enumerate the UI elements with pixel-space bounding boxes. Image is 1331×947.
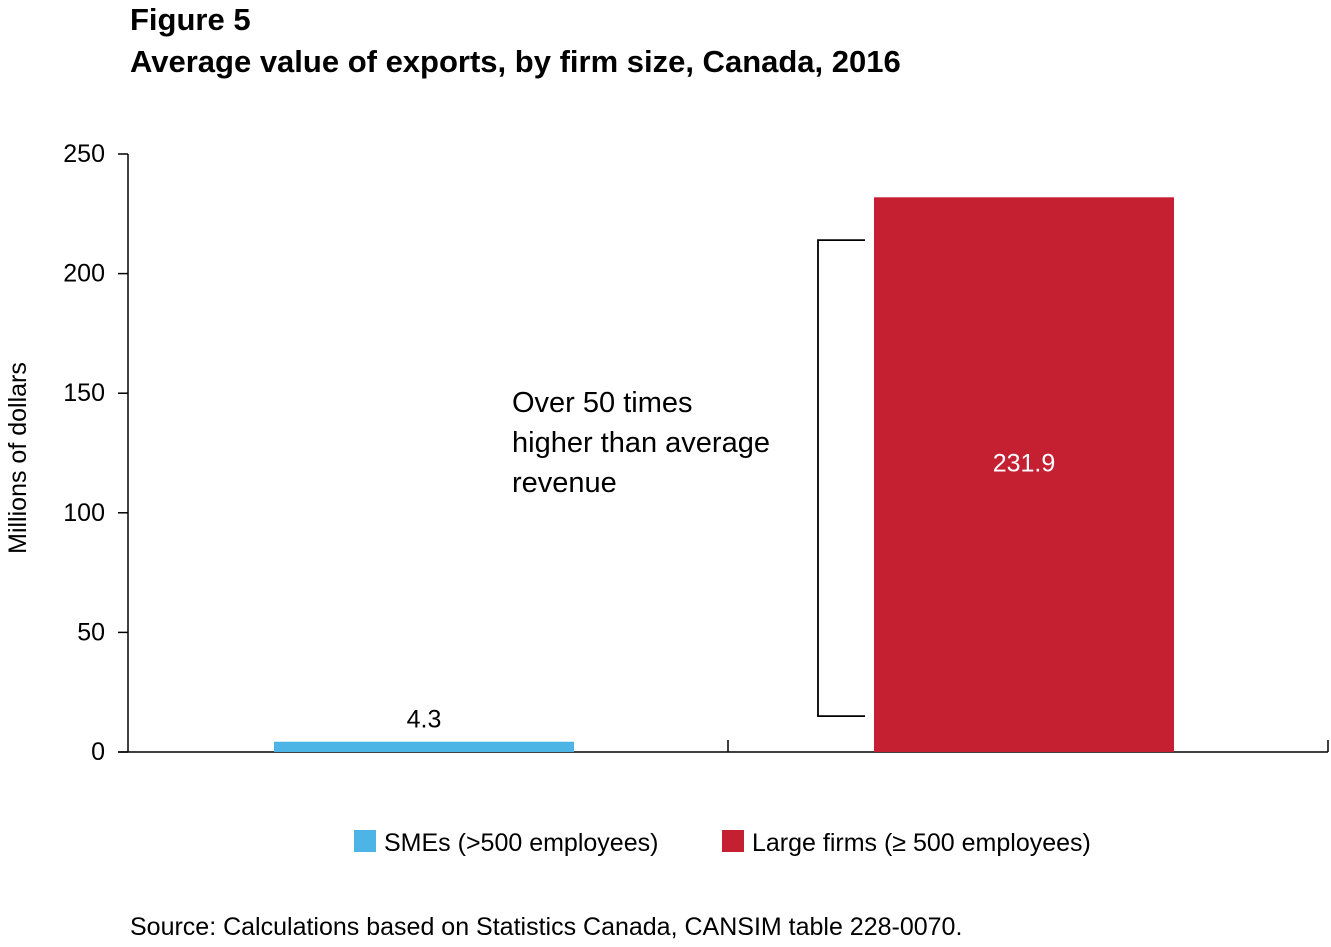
y-tick-label: 50	[77, 618, 105, 646]
annotation-text: Over 50 times	[512, 387, 693, 419]
legend-label: SMEs (>500 employees)	[384, 829, 658, 857]
bar-smes	[274, 741, 574, 752]
data-label: 4.3	[407, 706, 442, 734]
figure-label: Figure 5	[130, 2, 251, 37]
annotation-bracket	[817, 239, 865, 718]
y-tick-label: 200	[63, 260, 105, 288]
y-tick-label: 0	[91, 738, 105, 766]
bar-chart: 0 50 100 150 200 250 Millions of dollars 4.3 231…	[4, 140, 1329, 857]
y-tick-label: 100	[63, 499, 105, 527]
y-tick-label: 150	[63, 379, 105, 407]
bar-large-firms	[874, 197, 1174, 753]
legend-swatch	[722, 830, 744, 852]
legend-swatch	[354, 830, 376, 852]
source-note: Source: Calculations based on Statistics…	[130, 913, 963, 941]
annotation-text: revenue	[512, 467, 617, 499]
chart-title: Average value of exports, by firm size, …	[130, 44, 901, 79]
data-label: 231.9	[993, 450, 1056, 478]
legend-label: Large firms (≥ 500 employees)	[752, 829, 1091, 857]
annotation-text: higher than average	[512, 427, 770, 459]
y-axis-title: Millions of dollars	[4, 362, 32, 554]
y-tick-label: 250	[63, 140, 105, 168]
